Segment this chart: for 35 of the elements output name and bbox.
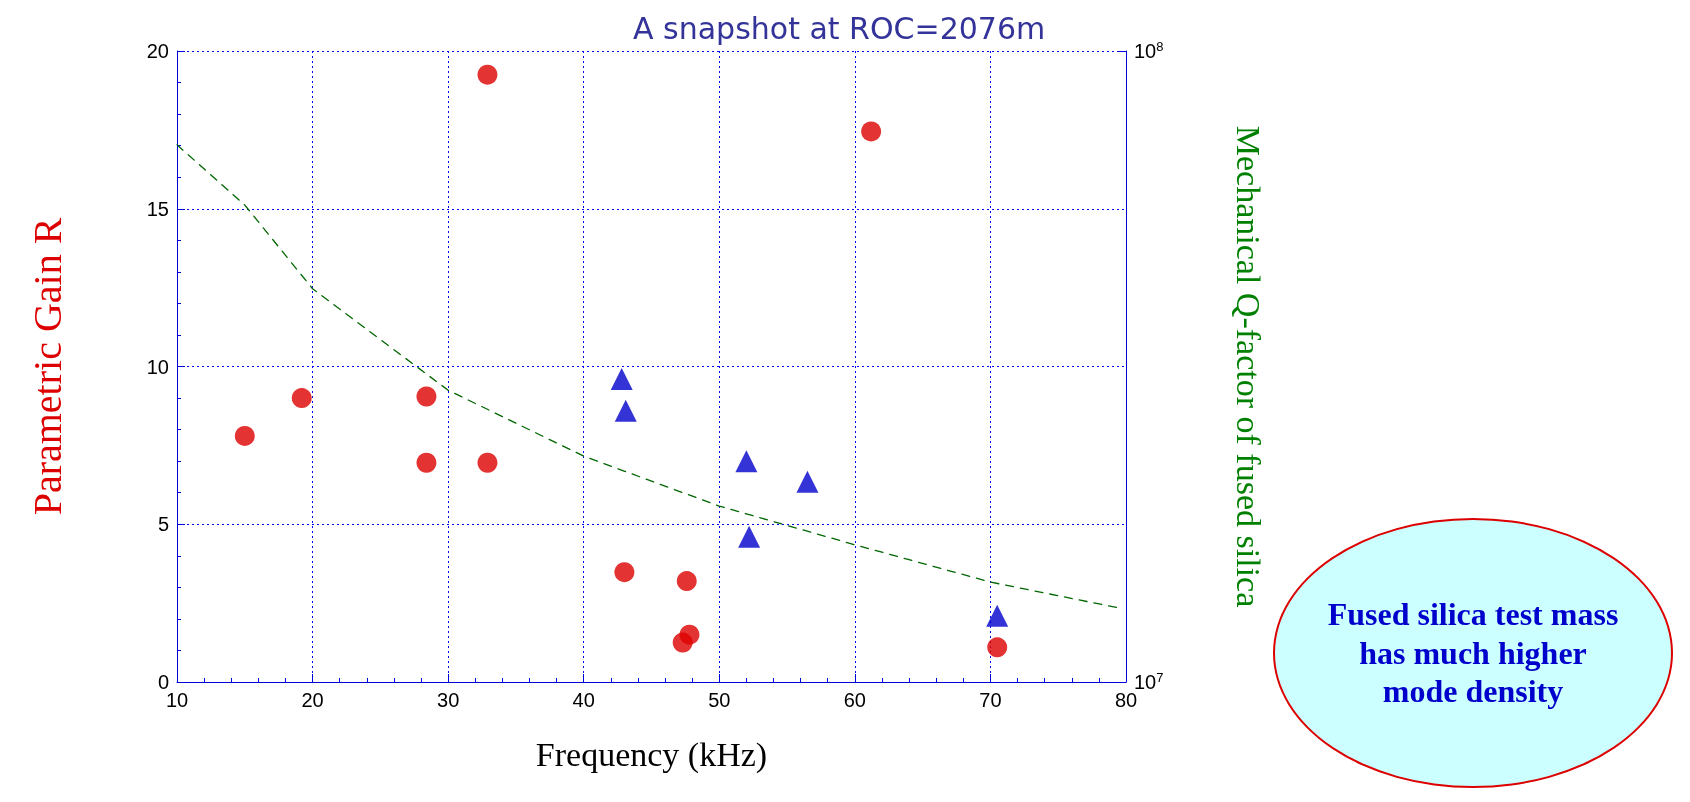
point (796, 470, 819, 493)
point (614, 399, 637, 422)
x-tick-label: 60 (843, 689, 866, 711)
y-tick-label: 5 (157, 513, 169, 536)
y-tick-label: 15 (146, 197, 169, 220)
point (416, 452, 437, 473)
y-axis-title: Parametric Gain R (24, 217, 70, 516)
line-series (176, 144, 1120, 609)
point (987, 637, 1008, 658)
y-tick-label: 0 (157, 671, 169, 693)
point (610, 368, 633, 391)
point (738, 525, 761, 548)
point (614, 562, 635, 583)
point (676, 571, 697, 592)
x-axis-title: Frequency (kHz) (535, 735, 768, 774)
point (291, 388, 312, 409)
point (861, 121, 882, 142)
chart-title: A snapshot at ROC=2076m (633, 10, 1046, 46)
x-tick-label: 20 (301, 689, 324, 711)
y-tick-label: 10 (146, 355, 169, 378)
x-tick-label: 80 (1114, 689, 1138, 711)
point (735, 450, 758, 473)
y2-axis-title: Mechanical Q-factor of fused silica (1229, 125, 1267, 608)
point (672, 632, 693, 653)
point (986, 604, 1009, 627)
x-tick-label: 30 (437, 689, 460, 711)
point (477, 452, 498, 473)
x-tick-label: 50 (708, 689, 731, 711)
speech-bubble: Fused silica test mass has much higher mode density (1273, 518, 1673, 788)
x-tick-label: 40 (572, 689, 595, 711)
point (477, 64, 498, 85)
x-tick-label: 70 (979, 689, 1002, 711)
y-tick-label: 20 (146, 40, 169, 62)
point (416, 386, 437, 407)
point (234, 425, 255, 446)
